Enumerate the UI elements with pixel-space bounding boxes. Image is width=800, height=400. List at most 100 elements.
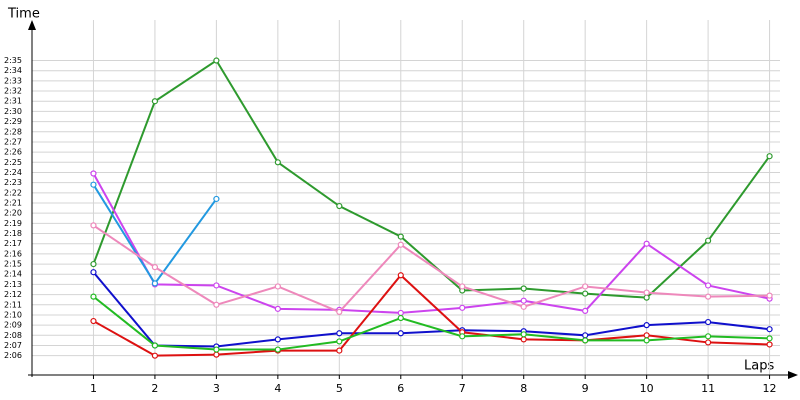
y-tick-label: 2:14	[4, 270, 22, 279]
data-point	[90, 181, 97, 188]
y-tick-label: 2:26	[4, 148, 22, 157]
data-point	[643, 240, 650, 247]
data-point	[274, 159, 281, 166]
data-point	[766, 335, 773, 342]
data-point	[704, 333, 712, 340]
data-point	[397, 233, 404, 240]
data-point	[274, 305, 281, 312]
data-point	[766, 326, 773, 333]
data-point	[336, 202, 343, 210]
y-tick-label: 2:32	[4, 87, 22, 96]
data-point	[704, 282, 712, 289]
data-point	[274, 336, 281, 343]
x-tick-label: 12	[763, 382, 777, 395]
data-point	[151, 98, 159, 105]
data-point	[213, 351, 220, 358]
data-point	[459, 304, 466, 311]
y-tick-label: 2:20	[4, 209, 22, 218]
data-point	[582, 290, 589, 297]
data-point	[766, 292, 773, 299]
x-tick-label: 8	[520, 382, 527, 395]
data-point	[151, 264, 159, 271]
data-point	[766, 153, 773, 160]
data-point	[274, 346, 281, 353]
data-point	[704, 293, 712, 300]
y-tick-label: 2:19	[4, 219, 22, 228]
x-tick-label: 9	[582, 382, 589, 395]
y-tick-label: 2:25	[4, 158, 22, 167]
series-line	[92, 295, 770, 351]
data-point	[213, 282, 220, 289]
data-point	[90, 269, 97, 276]
y-tick-label: 2:23	[4, 178, 22, 187]
y-tick-label: 2:16	[4, 249, 22, 258]
y-tick-label: 2:10	[4, 310, 22, 319]
y-tick-label: 2:18	[4, 229, 22, 238]
data-point	[643, 332, 650, 339]
data-point	[704, 339, 712, 346]
data-point	[213, 346, 220, 353]
data-point	[213, 301, 220, 308]
data-point	[397, 241, 404, 248]
y-tick-label: 2:09	[4, 321, 22, 330]
data-point	[459, 333, 466, 340]
data-point	[766, 341, 773, 348]
data-point	[90, 222, 97, 229]
data-point	[704, 237, 712, 244]
y-tick-label: 2:11	[4, 300, 22, 309]
data-point	[213, 57, 220, 64]
y-tick-label: 2:21	[4, 199, 22, 208]
data-point	[520, 297, 527, 304]
data-point	[151, 342, 159, 349]
y-tick-label: 2:30	[4, 107, 22, 116]
x-tick-label: 11	[701, 382, 715, 395]
data-point	[520, 331, 527, 338]
y-tick-label: 2:28	[4, 127, 22, 136]
data-point	[520, 336, 527, 343]
data-point	[643, 337, 650, 344]
data-point	[704, 318, 712, 326]
y-tick-label: 2:08	[4, 331, 22, 340]
data-point	[151, 352, 159, 359]
series-line	[92, 224, 770, 314]
data-point	[274, 283, 281, 290]
y-tick-label: 2:12	[4, 290, 22, 299]
data-point	[582, 332, 589, 339]
data-point	[582, 337, 589, 344]
y-tick-label: 2:33	[4, 76, 22, 85]
data-point	[336, 330, 343, 337]
x-tick-label: 10	[640, 382, 654, 395]
series-line	[92, 173, 770, 314]
y-tick-label: 2:27	[4, 137, 22, 146]
data-point	[90, 170, 97, 177]
data-point	[397, 314, 404, 322]
series-line	[92, 271, 770, 348]
data-point	[90, 260, 97, 268]
x-tick-label: 1	[90, 382, 97, 395]
data-point	[397, 309, 404, 317]
y-tick-label: 2:35	[4, 56, 22, 65]
data-point	[213, 195, 220, 203]
y-axis-label: Time	[7, 7, 40, 22]
x-tick-label: 6	[397, 382, 404, 395]
x-tick-label: 5	[336, 382, 343, 395]
x-tick-label: 3	[213, 382, 220, 395]
y-tick-label: 2:34	[4, 66, 22, 75]
data-point	[582, 283, 589, 290]
data-point	[582, 307, 589, 314]
data-point	[336, 308, 343, 316]
y-tick-label: 2:17	[4, 239, 22, 248]
y-tick-label: 2:06	[4, 351, 22, 360]
series-line	[92, 59, 771, 299]
x-axis-arrow	[788, 371, 798, 379]
data-point	[520, 303, 527, 310]
y-axis-arrow	[28, 20, 36, 30]
x-tick-label: 2	[151, 382, 158, 395]
data-point	[459, 283, 466, 290]
data-point	[643, 322, 650, 329]
y-tick-label: 2:29	[4, 117, 22, 126]
data-point	[151, 280, 159, 287]
y-tick-label: 2:22	[4, 188, 22, 197]
y-tick-label: 2:13	[4, 280, 22, 289]
